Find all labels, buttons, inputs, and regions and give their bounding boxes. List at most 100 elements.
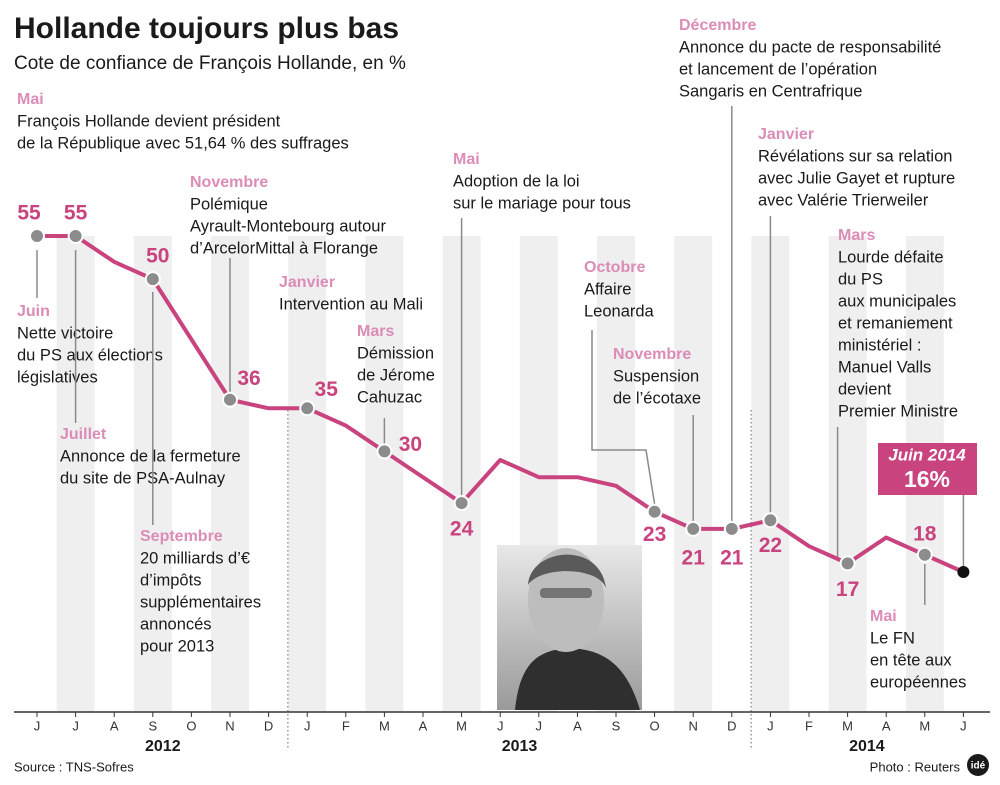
annotation-title: Novembre: [190, 174, 268, 191]
value-label: 21: [682, 546, 706, 569]
x-tick-label: J: [960, 718, 967, 733]
annotation-text: Intervention au Mali: [279, 295, 423, 313]
annotation-text: d’ArcelorMittal à Florange: [190, 239, 378, 257]
point: [762, 512, 779, 529]
annotation-text: Ayrault-Montebourg autour: [190, 217, 386, 235]
annotation-text: Nette victoire: [17, 324, 113, 342]
connector: [591, 330, 656, 505]
annotation-text: annoncés: [140, 615, 212, 633]
annotation-text: supplémentaires: [140, 593, 261, 611]
month-band: [365, 236, 404, 712]
x-tick-label: S: [148, 718, 157, 733]
x-tick-label: J: [304, 718, 311, 733]
x-tick-label: N: [225, 718, 234, 733]
annotation-text: Cahuzac: [357, 388, 422, 406]
value-label: 30: [399, 433, 422, 456]
annotation-title: Janvier: [279, 274, 335, 291]
year-label: 2012: [145, 738, 181, 755]
annotation-title: Janvier: [758, 126, 814, 143]
x-tick-label: A: [882, 718, 891, 733]
annotation-title: Septembre: [140, 528, 223, 545]
point: [376, 443, 393, 460]
annotation-title: Mars: [357, 323, 394, 340]
point: [144, 271, 161, 288]
annotation-text: Sangaris en Centrafrique: [679, 82, 862, 100]
annotation-text: Suspension: [613, 367, 699, 385]
point: [67, 228, 84, 244]
point: [723, 520, 740, 537]
month-band: [288, 236, 327, 712]
annotation-text: Manuel Valls: [838, 358, 931, 376]
annotation-text: et remaniement: [838, 314, 953, 332]
annotation-text: Annonce de la fermeture: [60, 447, 241, 465]
line: [37, 234, 965, 574]
annotation-title: Octobre: [584, 259, 645, 276]
photo: [497, 545, 642, 710]
annotation-text: Polémique: [190, 195, 268, 213]
x-tick-label: M: [842, 718, 853, 733]
point: [299, 400, 316, 417]
x-tick-label: D: [727, 718, 736, 733]
annotation-text: pour 2013: [140, 637, 214, 655]
value-label: 50: [146, 245, 169, 268]
annotation-text: de la République avec 51,64 % des suffra…: [17, 134, 349, 152]
value-label: 36: [237, 367, 260, 390]
x-tick-label: O: [186, 718, 196, 733]
point: [222, 391, 238, 408]
value-label: 21: [720, 546, 744, 569]
year-label: 2013: [502, 738, 538, 755]
source: Source : TNS-Sofres: [14, 759, 134, 774]
annotation-title: Mars: [838, 227, 875, 244]
x-tick-label: A: [573, 718, 582, 733]
annotation-text: devient: [838, 380, 892, 398]
title: Hollande toujours plus bas: [14, 12, 399, 45]
logo: idé: [971, 761, 986, 772]
annotation-text: ministériel :: [838, 336, 921, 354]
annotation-title: Mai: [453, 151, 480, 168]
annotation-text: du PS aux élections: [17, 346, 163, 364]
point: [916, 546, 933, 563]
annotation-text: du site de PSA-Aulnay: [60, 469, 226, 487]
x-tick-label: M: [919, 718, 930, 733]
x-tick-label: J: [497, 718, 504, 733]
annotation-text: européennes: [870, 673, 966, 691]
point: [685, 520, 702, 537]
photo-credit: Photo : Reuters: [870, 759, 961, 774]
point: [839, 555, 856, 572]
logo-badge: [967, 754, 989, 776]
value-label: 18: [913, 522, 937, 545]
x-tick-label: M: [379, 718, 390, 733]
value-label: 16%: [904, 466, 950, 492]
annotation-text: Révélations sur sa relation: [758, 147, 952, 165]
annotation-title: Juin: [17, 303, 50, 320]
x-tick-label: O: [650, 718, 660, 733]
annotation-text: de Jérome: [357, 366, 435, 384]
year-label: 2014: [849, 738, 885, 755]
annotation-text: sur le mariage pour tous: [453, 194, 631, 212]
annotation-text: Leonarda: [584, 302, 655, 320]
annotation-text: Affaire: [584, 280, 631, 298]
annotation-text: législatives: [17, 368, 98, 386]
annotation-text: Adoption de la loi: [453, 172, 580, 190]
annotation-text: en tête aux: [870, 651, 952, 669]
x-tick-label: J: [34, 718, 41, 733]
annotation-text: et lancement de l’opération: [679, 60, 877, 78]
annotation-title: Mai: [17, 91, 44, 108]
value-label: 35: [315, 378, 339, 401]
value-label: 24: [450, 518, 474, 541]
point: [453, 495, 470, 512]
x-tick-label: F: [342, 718, 350, 733]
x-tick-label: J: [536, 718, 543, 733]
annotation-text: aux municipales: [838, 292, 956, 310]
annotation-title: Mai: [870, 608, 897, 625]
x-tick-label: D: [264, 718, 273, 733]
value-label: 22: [759, 534, 782, 557]
annotation-text: Démission: [357, 344, 434, 362]
x-tick-label: J: [72, 718, 79, 733]
annotation-text: Le FN: [870, 629, 915, 647]
annotation-text: Lourde défaite: [838, 248, 944, 266]
point: [957, 566, 970, 578]
x-tick-label: A: [110, 718, 119, 733]
x-tick-label: A: [419, 718, 428, 733]
annotation-text: François Hollande devient président: [17, 112, 281, 130]
